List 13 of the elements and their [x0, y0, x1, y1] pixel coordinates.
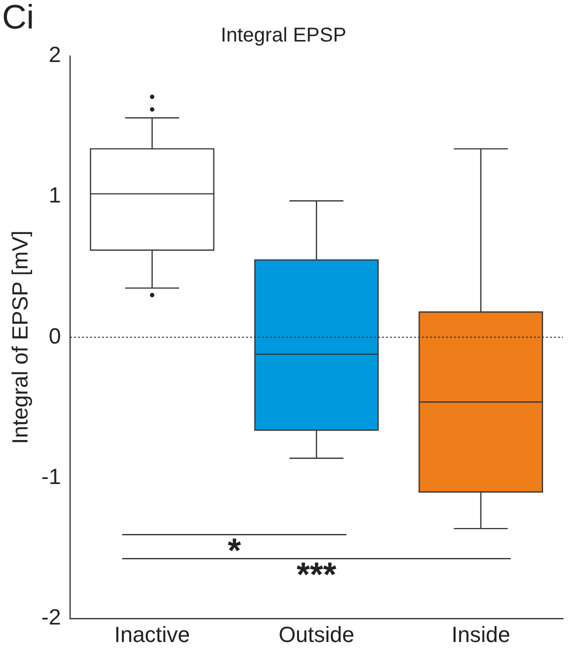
x-tick-label: Inactive — [114, 622, 190, 647]
chart-title: Integral EPSP — [220, 24, 346, 47]
annotation: * — [228, 532, 242, 570]
x-tick-label: Inside — [451, 622, 510, 647]
y-tick-label: 1 — [48, 182, 61, 208]
x-tick-label: Outside — [278, 622, 354, 647]
y-tick-label: -1 — [41, 464, 61, 490]
annotation: *** — [296, 556, 338, 594]
text: Ci — [2, 0, 34, 36]
y-tick-label: 0 — [48, 323, 61, 348]
y-tick-label: 2 — [48, 42, 61, 68]
y-axis-title: Integral of EPSP [mV] — [7, 230, 32, 444]
y-tick-label: -2 — [41, 604, 61, 630]
